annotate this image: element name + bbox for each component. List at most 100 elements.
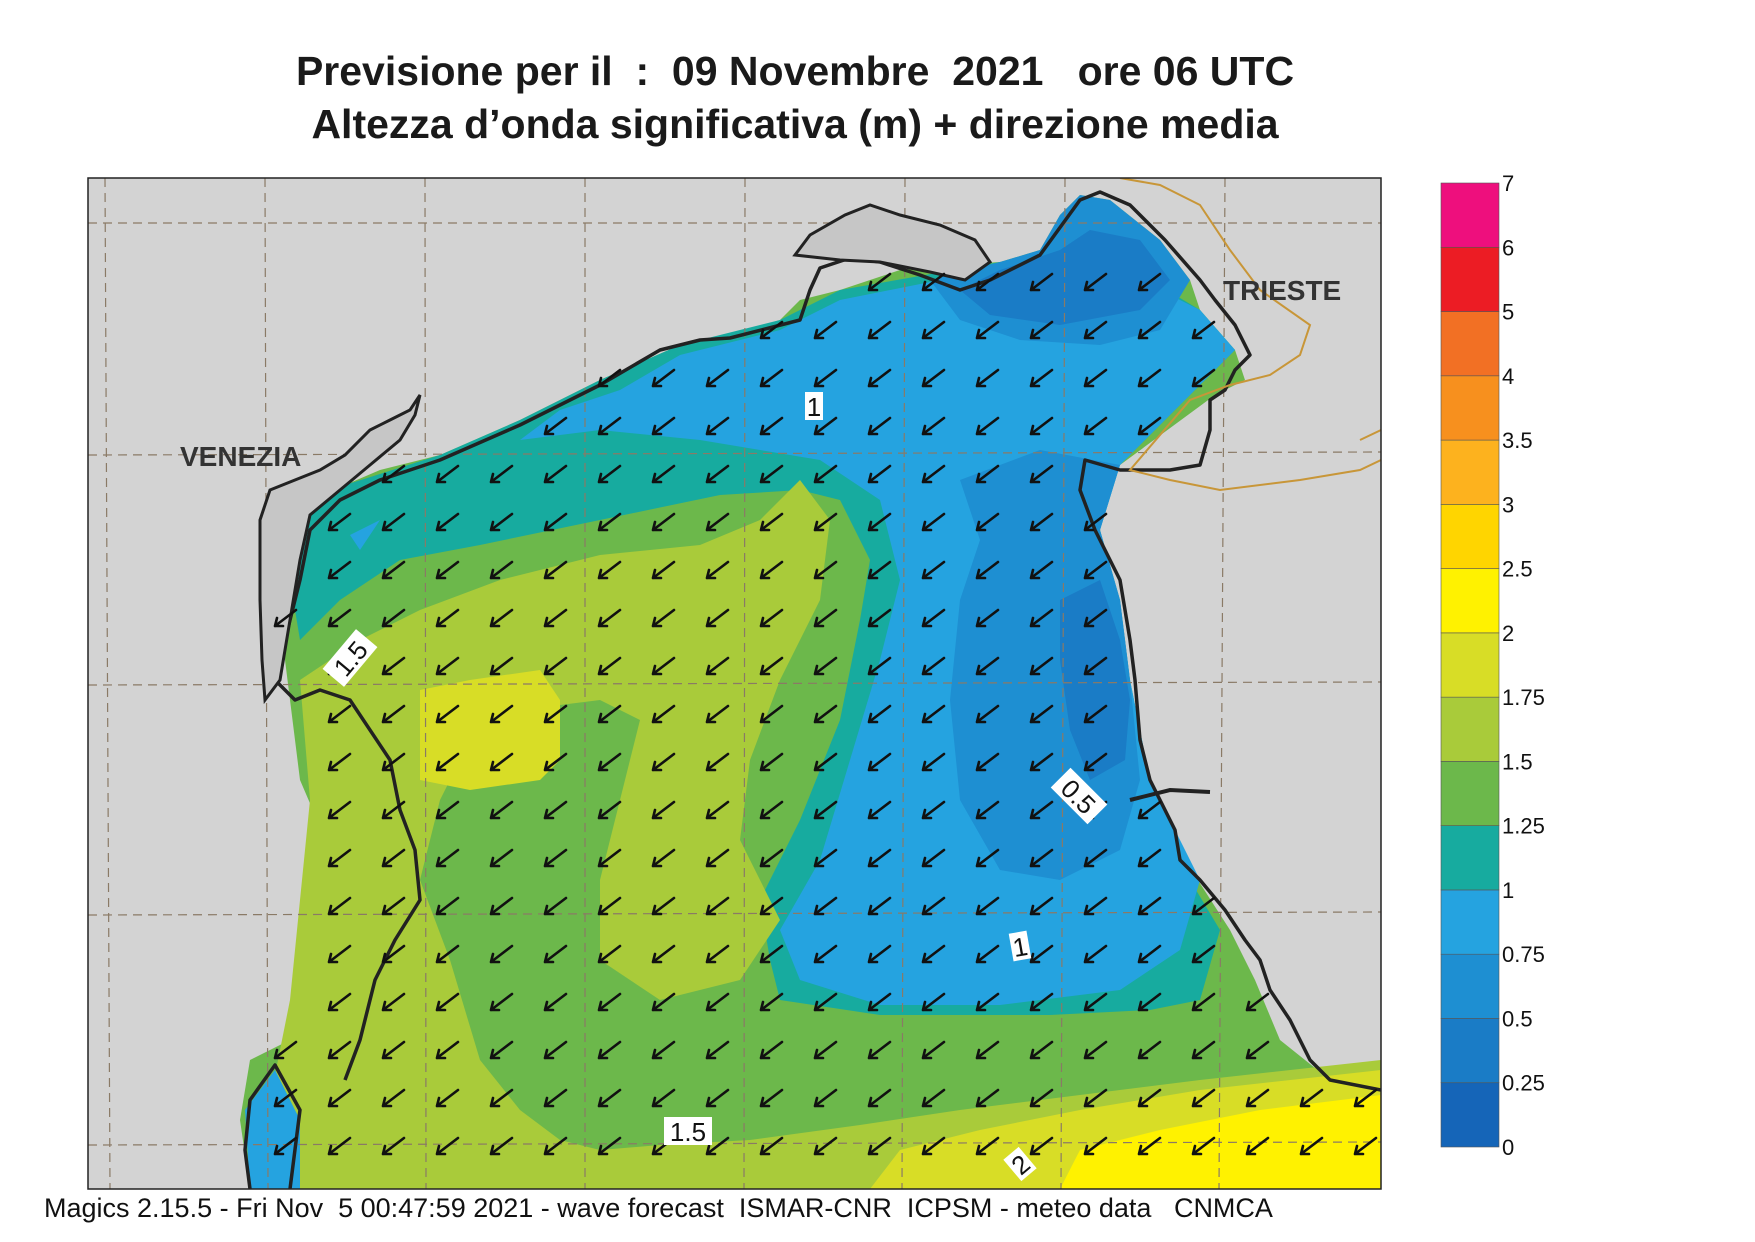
direction-arrow xyxy=(1137,1040,1162,1060)
direction-arrow xyxy=(813,608,838,628)
direction-arrow xyxy=(867,656,892,676)
legend-tick-label: 1 xyxy=(1502,878,1514,903)
national-border xyxy=(1119,178,1381,492)
direction-arrow xyxy=(597,368,622,388)
direction-arrow xyxy=(381,704,406,724)
direction-arrow xyxy=(705,800,730,820)
legend-tick-label: 2 xyxy=(1502,621,1514,646)
direction-arrow xyxy=(543,944,568,964)
wave-height-band-1.75-2 xyxy=(420,670,560,790)
direction-arrow xyxy=(1137,992,1162,1012)
direction-arrow xyxy=(1083,944,1108,964)
direction-arrow xyxy=(651,848,676,868)
direction-arrow xyxy=(975,848,1000,868)
place-label-trieste: TRIESTE xyxy=(1223,275,1341,306)
direction-arrow xyxy=(1029,272,1054,292)
legend-tick-label: 3.5 xyxy=(1502,428,1533,453)
direction-arrow xyxy=(867,848,892,868)
direction-arrow xyxy=(597,752,622,772)
legend-tick-label: 6 xyxy=(1502,235,1514,260)
wave-height-band-0.75-1-west xyxy=(245,1070,300,1189)
contour-label: 1 xyxy=(1008,930,1032,963)
direction-arrow xyxy=(597,896,622,916)
legend-swatch xyxy=(1440,889,1500,955)
direction-arrow xyxy=(489,464,514,484)
direction-arrow xyxy=(867,464,892,484)
direction-arrow xyxy=(543,704,568,724)
direction-arrow xyxy=(813,944,838,964)
direction-arrow xyxy=(435,1040,460,1060)
direction-arrow xyxy=(327,704,352,724)
legend-swatch xyxy=(1440,311,1500,377)
direction-arrow xyxy=(759,560,784,580)
direction-arrow xyxy=(543,512,568,532)
direction-arrow xyxy=(1083,560,1108,580)
direction-arrow xyxy=(435,1136,460,1156)
color-scale-legend: 0 0.25 0.5 0.75 1 1.25 1.5 1.75 2 2.5 3 3.5 4 5 6 7 xyxy=(1440,171,1545,1160)
direction-arrow xyxy=(759,1136,784,1156)
direction-arrow xyxy=(381,1136,406,1156)
direction-arrow xyxy=(921,416,946,436)
direction-arrow xyxy=(1083,416,1108,436)
direction-arrow xyxy=(813,320,838,340)
direction-arrow xyxy=(813,1136,838,1156)
direction-arrow xyxy=(705,1136,730,1156)
direction-arrow xyxy=(1191,1136,1216,1156)
direction-arrow xyxy=(867,1040,892,1060)
legend-tick-label: 5 xyxy=(1502,300,1514,325)
direction-arrow xyxy=(1029,608,1054,628)
direction-arrow xyxy=(435,704,460,724)
direction-arrow xyxy=(597,704,622,724)
direction-arrow xyxy=(1191,944,1216,964)
direction-arrow xyxy=(273,1136,298,1156)
direction-arrow xyxy=(1137,1136,1162,1156)
direction-arrow xyxy=(705,752,730,772)
direction-arrow xyxy=(1029,464,1054,484)
direction-arrow xyxy=(381,560,406,580)
direction-arrow xyxy=(1029,1040,1054,1060)
direction-arrow xyxy=(597,656,622,676)
legend-swatch xyxy=(1440,439,1500,505)
direction-arrow xyxy=(975,800,1000,820)
direction-arrow xyxy=(651,1040,676,1060)
direction-arrow xyxy=(813,992,838,1012)
direction-arrow xyxy=(759,896,784,916)
wave-height-band-0.25-0.5 xyxy=(1060,580,1130,780)
direction-arrow xyxy=(1083,272,1108,292)
direction-arrow xyxy=(651,944,676,964)
direction-arrow xyxy=(651,368,676,388)
direction-arrow xyxy=(381,752,406,772)
direction-arrow xyxy=(273,1040,298,1060)
direction-arrow xyxy=(813,656,838,676)
direction-arrow xyxy=(543,752,568,772)
direction-arrow xyxy=(435,800,460,820)
direction-arrow xyxy=(759,368,784,388)
direction-arrow xyxy=(921,1088,946,1108)
direction-arrow xyxy=(813,464,838,484)
direction-arrow xyxy=(597,992,622,1012)
direction-arrow xyxy=(813,704,838,724)
direction-arrow xyxy=(867,560,892,580)
direction-arrow xyxy=(1029,656,1054,676)
direction-arrow xyxy=(921,272,946,292)
direction-arrow xyxy=(435,512,460,532)
direction-arrow xyxy=(1029,896,1054,916)
direction-arrow xyxy=(651,560,676,580)
direction-arrow xyxy=(435,896,460,916)
direction-arrow xyxy=(381,608,406,628)
istria-river xyxy=(1129,787,1211,802)
direction-arrow xyxy=(975,1136,1000,1156)
direction-arrow xyxy=(1353,1088,1378,1108)
direction-arrow xyxy=(813,896,838,916)
direction-arrow xyxy=(705,368,730,388)
direction-arrow xyxy=(759,944,784,964)
footer-credits: Magics 2.15.5 - Fri Nov 5 00:47:59 2021 … xyxy=(44,1193,1273,1223)
direction-arrow xyxy=(813,800,838,820)
direction-arrow xyxy=(759,608,784,628)
direction-arrow xyxy=(759,464,784,484)
legend-tick-label: 4 xyxy=(1502,364,1514,389)
direction-arrow xyxy=(921,656,946,676)
direction-arrow xyxy=(1137,416,1162,436)
direction-arrow xyxy=(543,1040,568,1060)
map-title-line-1: Previsione per il : 09 Novembre 2021 ore… xyxy=(295,48,1295,94)
